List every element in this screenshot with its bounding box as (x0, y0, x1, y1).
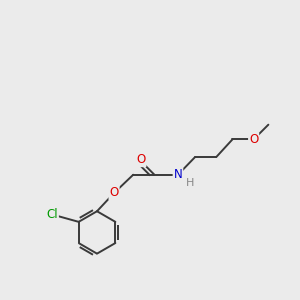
Text: O: O (110, 187, 119, 200)
Text: Cl: Cl (46, 208, 58, 221)
Text: N: N (174, 168, 182, 181)
Text: O: O (136, 153, 146, 166)
Text: O: O (249, 133, 258, 146)
Text: H: H (186, 178, 194, 188)
